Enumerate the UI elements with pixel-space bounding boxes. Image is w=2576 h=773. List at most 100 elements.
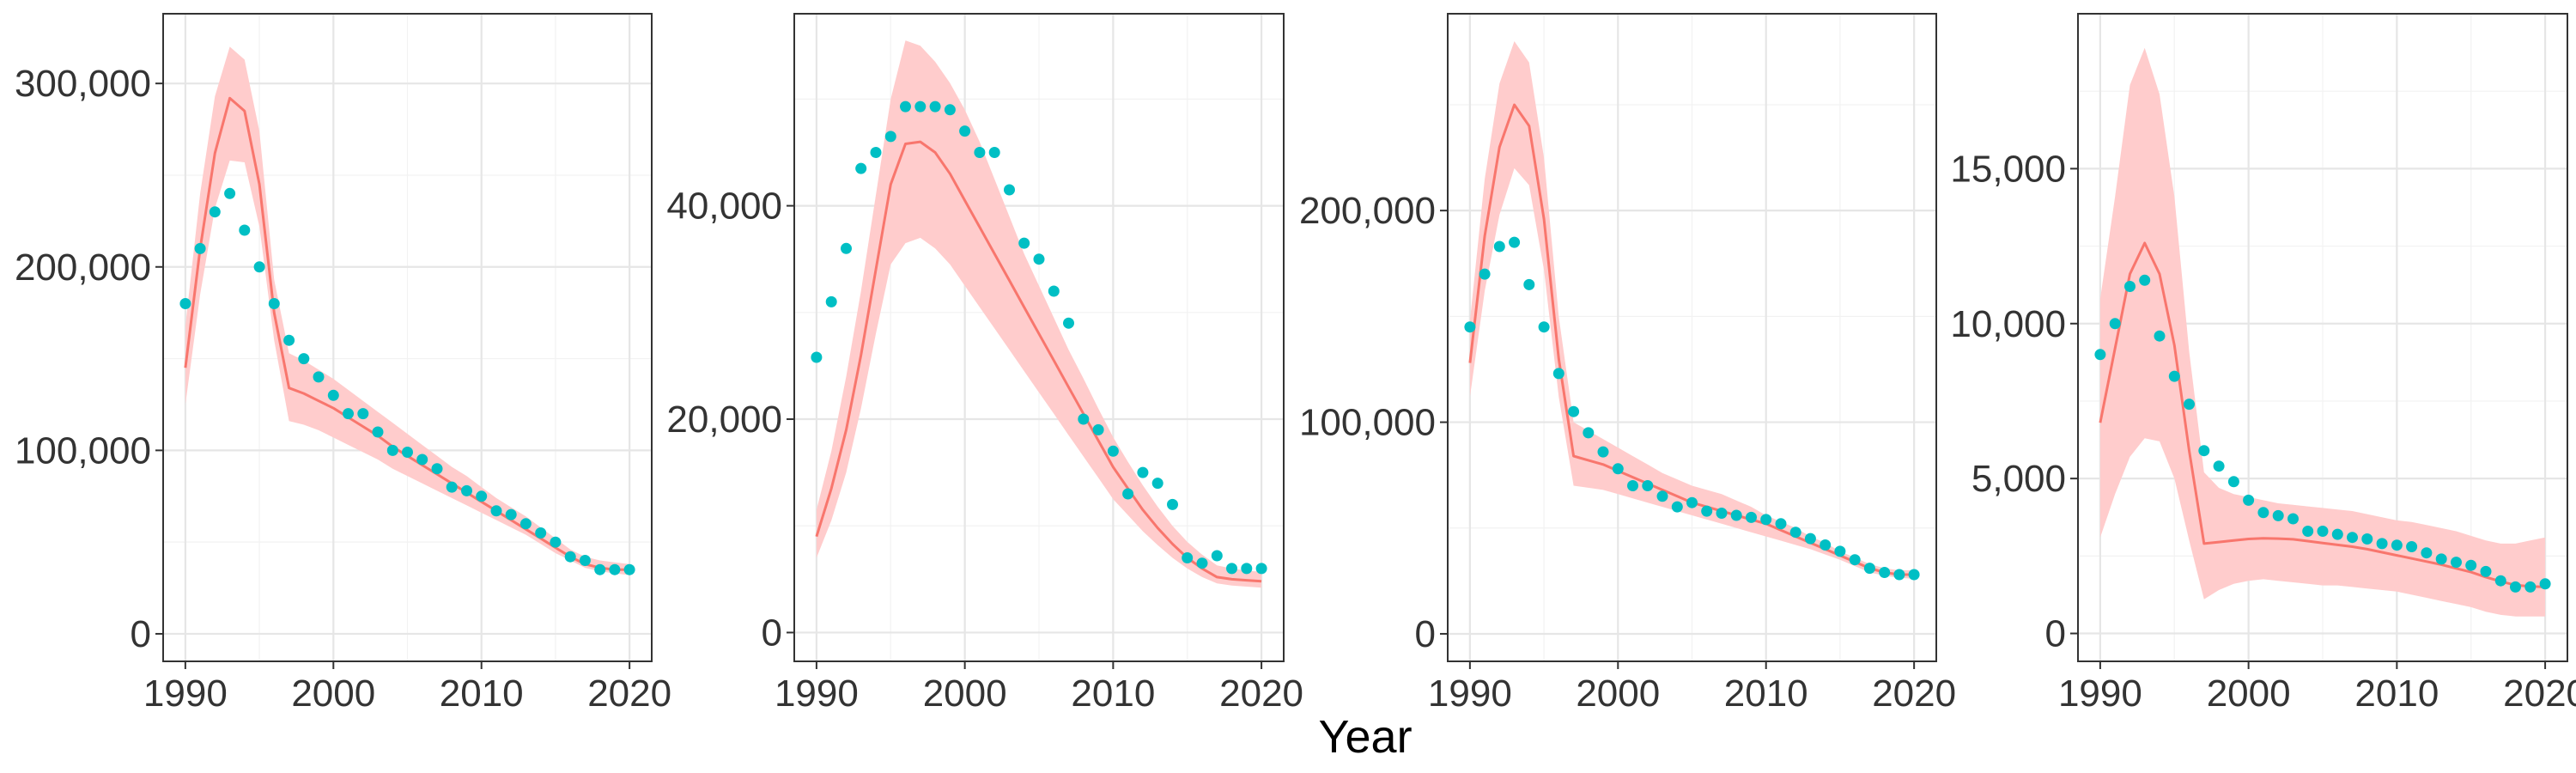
observed-point (2139, 274, 2151, 286)
observed-point (870, 147, 882, 158)
observed-point (1746, 511, 1757, 523)
x-tick-label: 2000 (291, 673, 375, 715)
y-tick-label: 0 (131, 613, 151, 655)
observed-point (811, 351, 823, 363)
observed-point (2272, 509, 2284, 521)
observed-point (959, 125, 971, 137)
observed-point (1642, 480, 1654, 491)
observed-point (1789, 526, 1801, 539)
observed-point (550, 536, 562, 548)
observed-point (1849, 554, 1861, 566)
observed-point (179, 298, 191, 309)
observed-point (1196, 557, 1208, 569)
observed-point (1493, 240, 1505, 253)
observed-point (283, 334, 295, 346)
observed-point (974, 147, 986, 158)
observed-point (1167, 498, 1178, 510)
x-tick-label: 1990 (143, 673, 228, 715)
observed-point (2243, 494, 2255, 506)
observed-point (1552, 368, 1564, 380)
observed-point (1656, 490, 1668, 502)
observed-point (1716, 508, 1728, 519)
y-tick-label: 5,000 (1971, 458, 2066, 500)
panel-1: 1990 2000 2010 2020 0 100,000 200,000 300,000 (15, 13, 671, 715)
x-tick-label: 2020 (1219, 673, 1303, 715)
observed-point (594, 563, 606, 575)
observed-point (1893, 569, 1905, 581)
observed-point (2213, 460, 2225, 472)
panel-border (2077, 13, 2568, 662)
x-tick-label: 2010 (2354, 673, 2439, 715)
x-tick-label: 1990 (1428, 673, 1512, 715)
y-tick-label: 100,000 (1299, 402, 1436, 444)
observed-point (609, 563, 621, 575)
observed-point (2094, 349, 2106, 361)
observed-point (2331, 528, 2343, 540)
observed-point (402, 447, 413, 458)
observed-point (2465, 559, 2477, 571)
observed-point (1612, 463, 1624, 475)
observed-point (825, 295, 837, 307)
observed-point (1879, 567, 1891, 578)
y-tick-label: 20,000 (666, 399, 782, 441)
observed-point (841, 242, 852, 254)
observed-point (2494, 575, 2506, 587)
observed-point (1464, 321, 1476, 333)
observed-point (446, 481, 458, 493)
observed-point (1226, 563, 1237, 575)
observed-point (298, 353, 310, 365)
observed-point (2317, 526, 2329, 537)
x-tick-label: 2020 (587, 673, 671, 715)
observed-point (1092, 423, 1104, 435)
observed-point (535, 527, 547, 539)
observed-point (2524, 581, 2537, 593)
panel-border (1447, 13, 1937, 662)
observed-point (239, 224, 251, 236)
observed-point (461, 484, 472, 496)
observed-point (914, 100, 927, 113)
x-tick-label: 2000 (923, 673, 1007, 715)
observed-point (900, 100, 911, 113)
observed-point (194, 242, 206, 254)
observed-point (2539, 578, 2551, 590)
observed-point (2287, 513, 2299, 525)
observed-point (1523, 278, 1535, 290)
observed-point (2124, 281, 2136, 292)
panel-4: 1990 2000 2010 2020 0 5,000 10,000 15,000 (1950, 13, 2576, 715)
panel-border (162, 13, 653, 662)
observed-point (1211, 550, 1223, 562)
observed-point (519, 518, 532, 530)
observed-point (564, 551, 576, 563)
x-tick-label: 1990 (2058, 673, 2142, 715)
observed-point (1509, 236, 1521, 248)
observed-point (1701, 505, 1713, 517)
observed-point (2109, 318, 2121, 330)
observed-point (1048, 285, 1060, 297)
observed-point (1063, 317, 1074, 329)
observed-point (1137, 466, 1149, 478)
observed-point (988, 147, 1000, 158)
observed-point (2302, 526, 2314, 537)
y-tick-label: 0 (1415, 613, 1436, 655)
observed-point (855, 162, 867, 174)
observed-point (1078, 413, 1090, 425)
panel-border (793, 13, 1285, 662)
confidence-band (816, 40, 1262, 588)
observed-point (1122, 488, 1134, 500)
observed-point (357, 408, 369, 420)
y-tick-label: 100,000 (15, 429, 151, 472)
observed-point (2198, 445, 2210, 457)
observed-point (2227, 476, 2239, 488)
panel-3: 1990 2000 2010 2020 0 100,000 200,000 (1299, 13, 1956, 715)
observed-point (2257, 507, 2269, 519)
observed-point (327, 389, 339, 401)
observed-point (2406, 541, 2418, 552)
observed-point (2510, 581, 2521, 593)
observed-point (386, 444, 398, 456)
observed-point (343, 408, 354, 420)
observed-point (2376, 538, 2388, 550)
observed-point (2154, 330, 2166, 342)
observed-point (416, 453, 428, 466)
observed-point (884, 131, 896, 143)
